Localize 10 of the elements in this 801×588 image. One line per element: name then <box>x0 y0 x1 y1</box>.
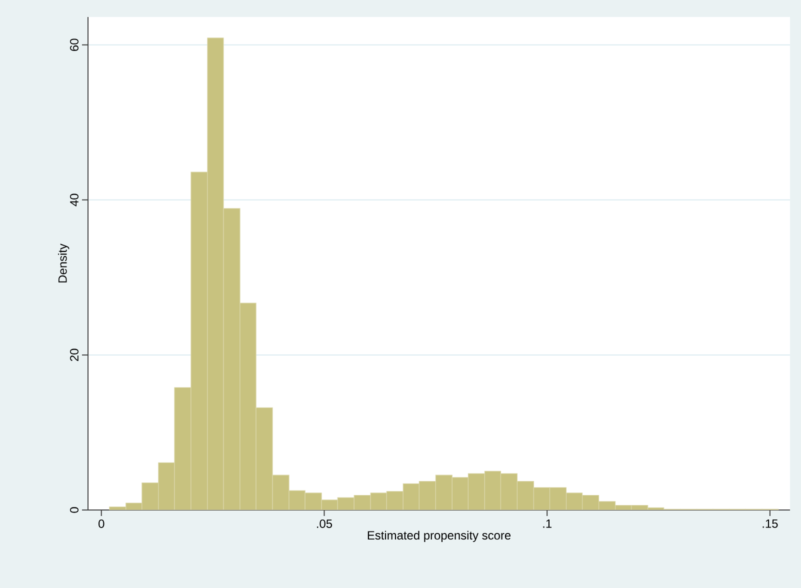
x-axis-title: Estimated propensity score <box>368 530 511 542</box>
x-tick-label: 0 <box>98 520 104 528</box>
y-tick-label: 20 <box>70 348 78 362</box>
y-tick-label: 0 <box>70 507 78 513</box>
x-tick-label: .15 <box>762 520 778 528</box>
x-tick-label: .05 <box>317 520 332 528</box>
y-tick-label: 60 <box>70 38 78 51</box>
y-tick-label: 40 <box>70 194 78 206</box>
x-tick-label: .1 <box>543 520 552 528</box>
y-axis-title: Density <box>58 244 70 282</box>
